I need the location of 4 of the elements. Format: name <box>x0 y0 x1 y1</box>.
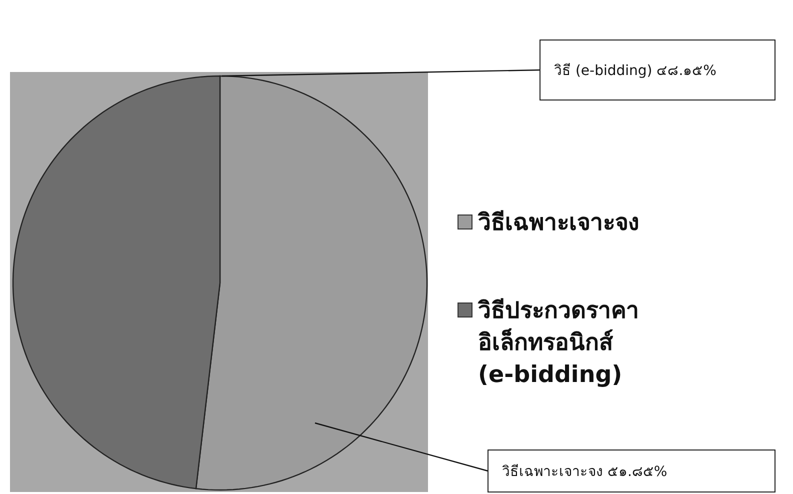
data-label: วิธีเฉพาะเจาะจง ๕๑.๘๕% <box>502 464 668 480</box>
data-label: วิธี (e-bidding) ๔๘.๑๕% <box>554 63 716 79</box>
legend-label: วิธีประกวดราคาอิเล็กทรอนิกส์ (e-bidding) <box>477 298 639 388</box>
legend-label: วิธีเฉพาะเจาะจง <box>477 210 639 236</box>
